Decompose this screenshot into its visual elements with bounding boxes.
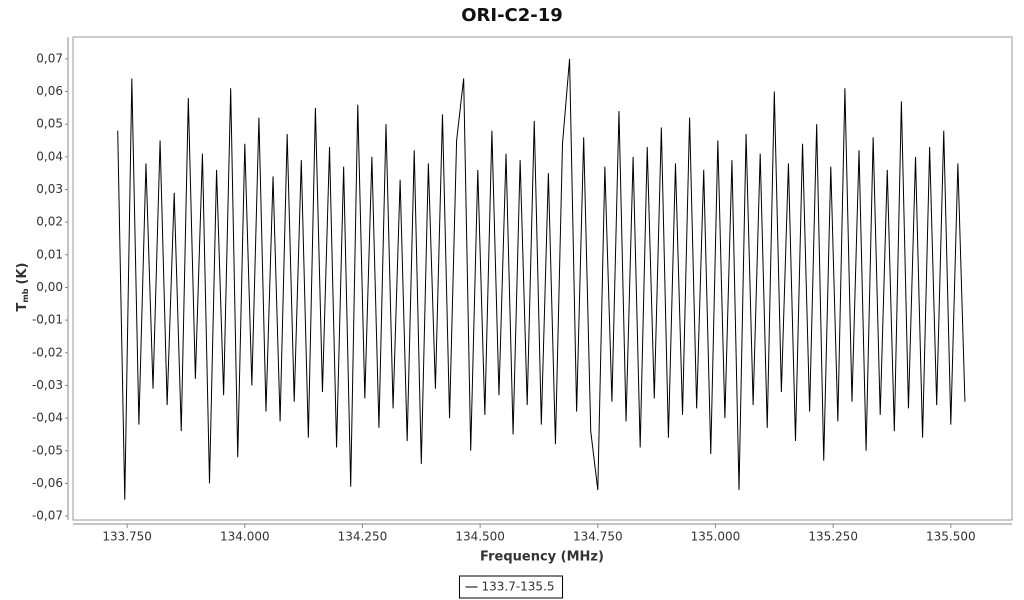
legend-label: 133.7-135.5 bbox=[481, 580, 554, 594]
y-axis-title: Tmb (K) bbox=[15, 263, 30, 312]
y-tick-label: 0,04 bbox=[36, 149, 63, 163]
x-tick-label: 134.000 bbox=[220, 530, 270, 544]
y-axis-symbol: T bbox=[15, 302, 30, 311]
x-tick-label: 134.500 bbox=[455, 530, 505, 544]
y-tick-label: 0,05 bbox=[36, 117, 63, 131]
y-tick-label: -0,06 bbox=[32, 476, 63, 490]
y-tick-label: 0,03 bbox=[36, 182, 63, 196]
y-tick-label: -0,01 bbox=[32, 313, 63, 327]
data-line bbox=[117, 58, 966, 500]
chart-title: ORI-C2-19 bbox=[461, 5, 563, 26]
y-tick-label: 0,00 bbox=[36, 280, 63, 294]
y-tick-label: 0,02 bbox=[36, 215, 63, 229]
x-tick-label: 135.500 bbox=[926, 530, 976, 544]
legend: 133.7-135.5 bbox=[458, 575, 564, 599]
y-tick-label: 0,07 bbox=[36, 51, 63, 65]
y-tick-label: 0,01 bbox=[36, 247, 63, 261]
y-tick-label: -0,05 bbox=[32, 443, 63, 457]
y-axis-unit: (K) bbox=[15, 263, 30, 285]
x-tick-label: 133.750 bbox=[102, 530, 152, 544]
x-axis-title: Frequency (MHz) bbox=[480, 550, 604, 565]
y-tick-label: -0,02 bbox=[32, 345, 63, 359]
x-tick-label: 134.750 bbox=[573, 530, 623, 544]
x-tick-label: 134.250 bbox=[338, 530, 388, 544]
y-tick-label: -0,07 bbox=[32, 509, 63, 523]
legend-box bbox=[458, 575, 564, 599]
y-tick-label: -0,04 bbox=[32, 411, 63, 425]
y-tick-label: 0,06 bbox=[36, 84, 63, 98]
y-tick-label: -0,03 bbox=[32, 378, 63, 392]
y-axis-subscript: mb bbox=[21, 288, 30, 302]
x-tick-label: 135.000 bbox=[691, 530, 741, 544]
x-tick-label: 135.250 bbox=[808, 530, 858, 544]
